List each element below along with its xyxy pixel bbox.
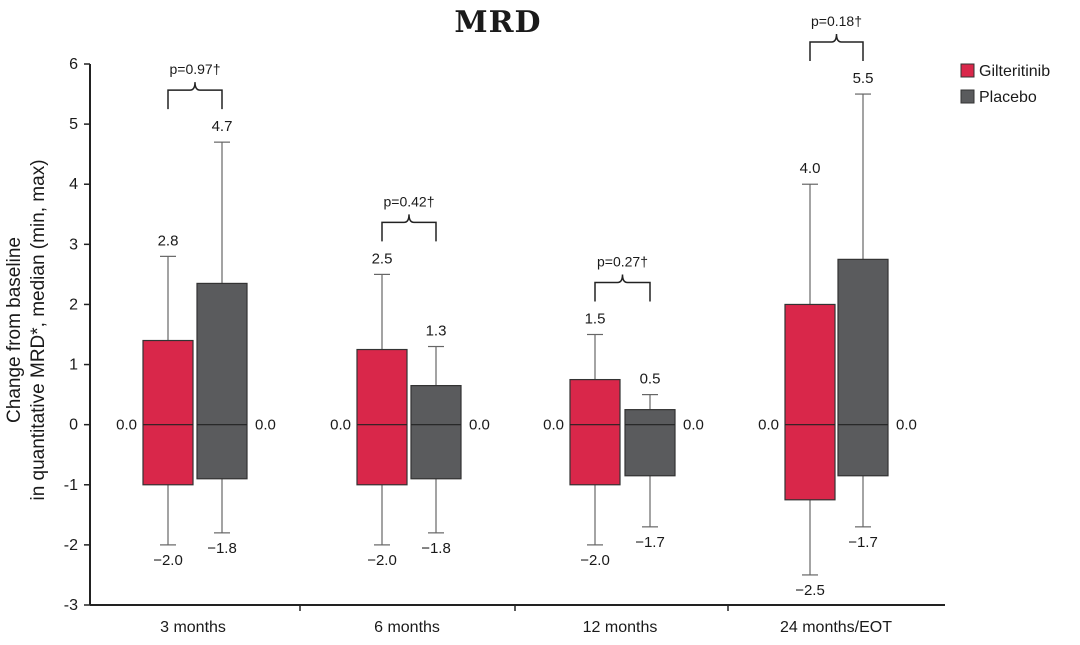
gilteritinib-box: 4.0 −2.5 0.0 xyxy=(758,160,836,599)
min-label: −1.8 xyxy=(207,540,237,557)
iqr-box xyxy=(784,303,836,501)
y-tick-label: -1 xyxy=(64,477,78,494)
y-tick-label: 5 xyxy=(69,116,78,133)
max-label: 1.5 xyxy=(585,311,606,328)
max-label: 4.0 xyxy=(800,160,821,177)
bracket-line xyxy=(809,34,864,62)
legend-swatch-placebo xyxy=(960,89,975,104)
bracket-line xyxy=(381,214,437,242)
max-label: 1.3 xyxy=(426,323,447,340)
x-tick-label: 3 months xyxy=(160,619,226,636)
legend-label-placebo: Placebo xyxy=(979,89,1037,106)
min-label: −2.0 xyxy=(580,552,610,569)
p-value-label: p=0.27† xyxy=(597,254,648,270)
max-label: 4.7 xyxy=(212,118,233,135)
x-tick-label: 24 months/EOT xyxy=(780,619,892,636)
placebo-box: 0.5 −1.7 0.0 xyxy=(624,371,704,551)
min-label: −1.7 xyxy=(635,534,665,551)
bracket-line xyxy=(167,82,223,110)
p-value-bracket: p=0.27† xyxy=(594,254,651,302)
median-label: 0.0 xyxy=(896,417,917,434)
p-value-label: p=0.42† xyxy=(384,193,435,209)
median-label: 0.0 xyxy=(116,417,137,434)
y-tick-label: 4 xyxy=(69,176,78,193)
iqr-box xyxy=(142,339,194,486)
max-label: 5.5 xyxy=(853,70,874,87)
gilteritinib-box: 1.5 −2.0 0.0 xyxy=(543,311,621,569)
iqr-box xyxy=(624,409,676,477)
chart-title: MRD xyxy=(454,5,541,40)
min-label: −2.5 xyxy=(795,582,825,599)
min-label: −1.8 xyxy=(421,540,451,557)
p-value-bracket: p=0.97† xyxy=(167,61,223,110)
x-tick-label: 12 months xyxy=(583,619,658,636)
y-tick-label: -2 xyxy=(64,537,78,554)
legend: Gilteritinib Placebo xyxy=(960,63,1050,106)
iqr-box xyxy=(569,378,621,486)
median-label: 0.0 xyxy=(255,417,276,434)
y-tick-label: 3 xyxy=(69,236,78,253)
median-label: 0.0 xyxy=(758,417,779,434)
max-label: 2.5 xyxy=(372,250,393,267)
iqr-box xyxy=(837,258,889,477)
y-tick-label: 6 xyxy=(69,56,78,73)
bracket-line xyxy=(594,274,651,302)
min-label: −2.0 xyxy=(153,552,183,569)
y-tick-label: 2 xyxy=(69,296,78,313)
p-value-bracket: p=0.42† xyxy=(381,193,437,242)
median-label: 0.0 xyxy=(469,417,490,434)
gilteritinib-box: 2.5 −2.0 0.0 xyxy=(330,250,408,569)
placebo-box: 5.5 −1.7 0.0 xyxy=(837,70,917,551)
min-label: −1.7 xyxy=(848,534,878,551)
legend-swatch-gilteritinib xyxy=(960,63,975,78)
p-value-bracket: p=0.18† xyxy=(809,13,864,62)
axes: -3 -2 -1 0 1 2 3 4 5 6 3 months 6 months 12 months 24… xyxy=(64,56,945,636)
y-tick-label: 1 xyxy=(69,357,78,374)
iqr-box xyxy=(356,348,408,486)
y-tick-label: -3 xyxy=(64,597,78,614)
iqr-box xyxy=(196,282,248,480)
median-label: 0.0 xyxy=(543,417,564,434)
y-axis-label: Change from baseline in quantitative MRD… xyxy=(4,159,49,500)
gilteritinib-box: 2.8 −2.0 0.0 xyxy=(116,232,194,569)
max-label: 2.8 xyxy=(158,232,179,249)
x-tick-label: 6 months xyxy=(374,619,440,636)
y-axis-label-line2: in quantitative MRD*, median (min, max) xyxy=(28,159,49,500)
iqr-box xyxy=(410,384,462,480)
placebo-box: 4.7 −1.8 0.0 xyxy=(196,118,276,557)
y-tick-label: 0 xyxy=(69,417,78,434)
p-value-label: p=0.18† xyxy=(811,13,862,29)
min-label: −2.0 xyxy=(367,552,397,569)
median-label: 0.0 xyxy=(683,417,704,434)
y-axis-label-line1: Change from baseline xyxy=(4,237,25,423)
plot-area: 2.8 −2.0 0.0 2.5 −2.0 0.0 1.5 −2.0 0.0 4.0 −2.5 0.0… xyxy=(116,13,917,599)
median-label: 0.0 xyxy=(330,417,351,434)
p-value-label: p=0.97† xyxy=(170,61,221,77)
placebo-box: 1.3 −1.8 0.0 xyxy=(410,323,490,557)
max-label: 0.5 xyxy=(640,371,661,388)
legend-label-gilteritinib: Gilteritinib xyxy=(979,63,1050,80)
